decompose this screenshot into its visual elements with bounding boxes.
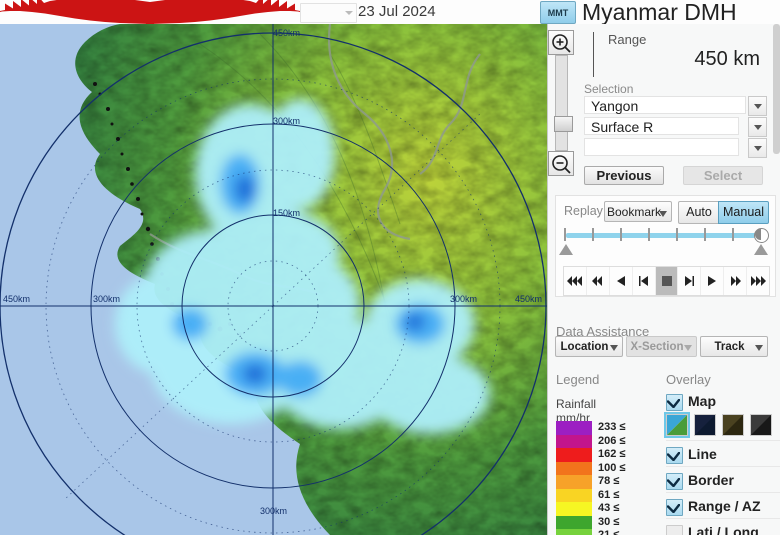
svg-text:300km: 300km [93, 294, 120, 304]
svg-text:450km: 450km [273, 28, 300, 38]
svg-text:300km: 300km [273, 116, 300, 126]
svg-text:450km: 450km [3, 294, 30, 304]
svg-text:300km: 300km [260, 506, 287, 516]
svg-text:450km: 450km [515, 294, 542, 304]
svg-text:300km: 300km [450, 294, 477, 304]
svg-text:150km: 150km [273, 208, 300, 218]
